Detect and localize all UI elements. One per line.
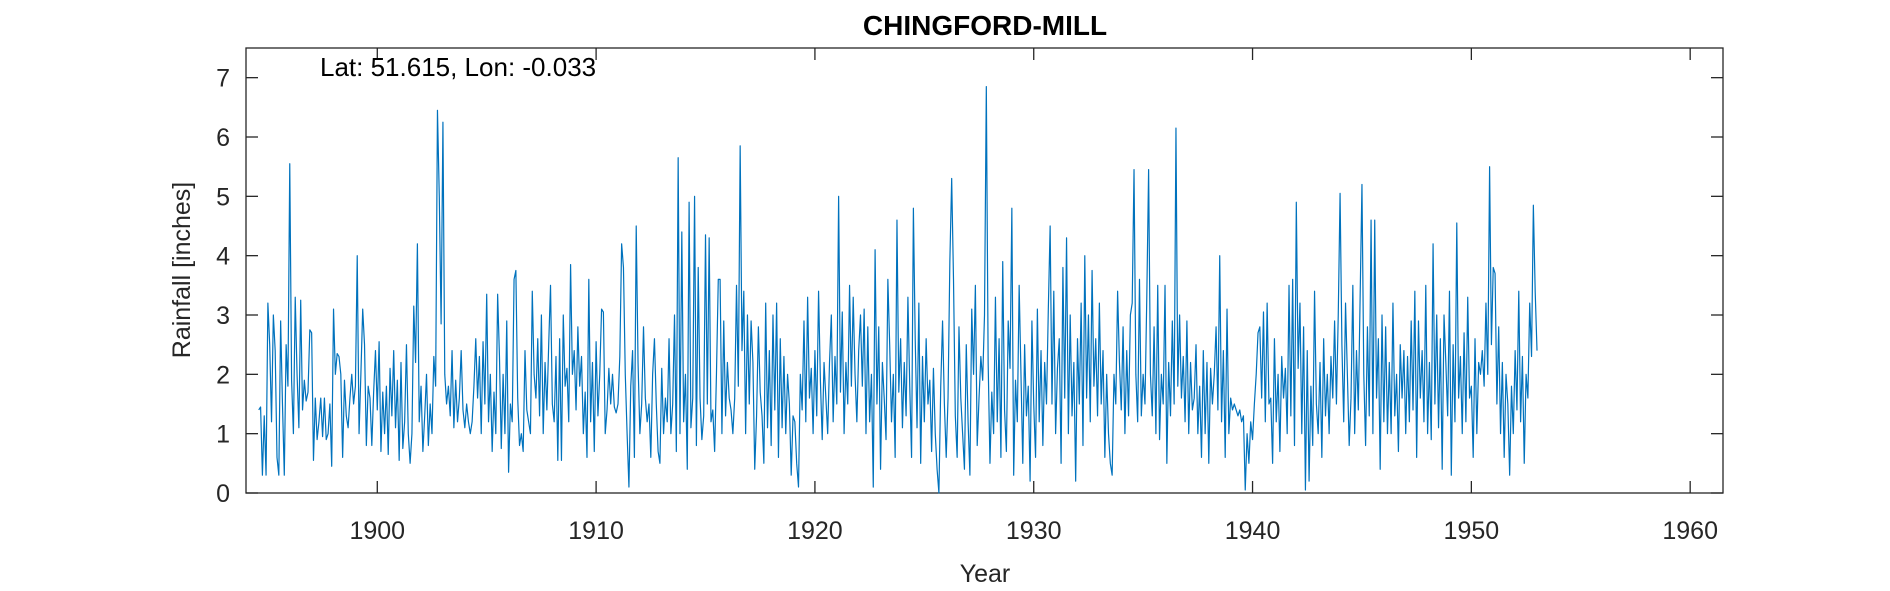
x-axis-label: Year — [960, 560, 1011, 588]
y-tick-label: 6 — [216, 124, 230, 152]
y-tick-label: 1 — [216, 421, 230, 449]
y-tick-label: 3 — [216, 302, 230, 330]
rainfall-series-line — [258, 85, 1538, 494]
x-tick-label: 1930 — [1006, 517, 1062, 545]
x-tick-label: 1910 — [568, 517, 624, 545]
location-annotation: Lat: 51.615, Lon: -0.033 — [320, 52, 596, 82]
y-tick-label: 0 — [216, 480, 230, 508]
x-tick-label: 1960 — [1662, 517, 1718, 545]
chart-title: CHINGFORD-MILL — [863, 10, 1107, 41]
x-axis-ticks: 1900 1910 1920 1930 1940 1950 1960 — [349, 48, 1718, 545]
y-axis-ticks: 0 1 2 3 4 5 6 7 — [216, 65, 1723, 508]
x-tick-label: 1940 — [1225, 517, 1281, 545]
y-axis-label: Rainfall [inches] — [168, 182, 196, 358]
plot-frame — [245, 47, 1724, 494]
y-tick-label: 5 — [216, 183, 230, 211]
y-tick-label: 4 — [216, 243, 230, 271]
x-tick-label: 1920 — [787, 517, 843, 545]
y-tick-label: 7 — [216, 65, 230, 93]
y-tick-label: 2 — [216, 361, 230, 389]
plot-area: 1900 1910 1920 1930 1940 1950 1960 0 1 2 3 4 5 6 7 — [216, 47, 1724, 545]
x-tick-label: 1950 — [1444, 517, 1500, 545]
x-tick-label: 1900 — [349, 517, 405, 545]
series-group — [258, 85, 1538, 494]
